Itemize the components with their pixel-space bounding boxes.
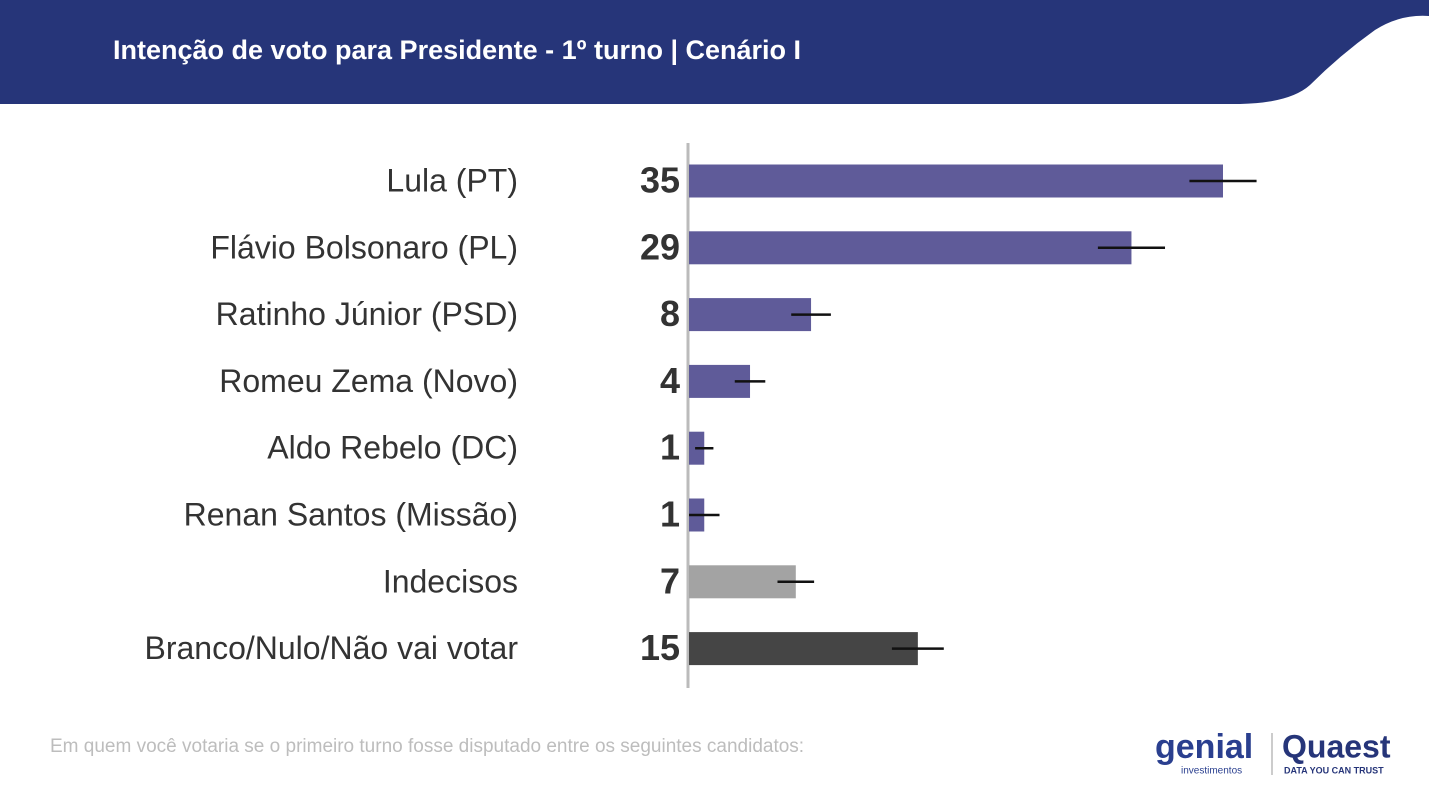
bar	[689, 164, 1223, 198]
value-label: 8	[660, 293, 680, 334]
category-label: Romeu Zema (Novo)	[219, 363, 518, 399]
logo-quaest: Quaest	[1282, 728, 1391, 764]
category-label: Branco/Nulo/Não vai votar	[144, 630, 518, 666]
bar	[689, 632, 918, 666]
footnote: Em quem você votaria se o primeiro turno…	[50, 736, 804, 757]
category-label: Aldo Rebelo (DC)	[267, 430, 518, 466]
value-label: 4	[660, 360, 680, 401]
category-label: Ratinho Júnior (PSD)	[216, 296, 518, 332]
logo-genial: genial	[1155, 728, 1253, 766]
logo-genial-sub: investimentos	[1181, 766, 1242, 777]
logo-quaest-sub: DATA YOU CAN TRUST	[1284, 765, 1384, 775]
value-label: 7	[660, 560, 680, 601]
category-label: Renan Santos (Missão)	[184, 496, 518, 532]
category-label: Lula (PT)	[386, 162, 518, 198]
value-label: 1	[660, 494, 680, 535]
value-label: 35	[640, 160, 680, 201]
value-label: 29	[640, 226, 680, 267]
category-label: Indecisos	[383, 563, 518, 599]
category-label: Flávio Bolsonaro (PL)	[210, 229, 518, 265]
bar	[689, 298, 812, 332]
bar	[689, 231, 1132, 265]
value-label: 15	[640, 627, 680, 668]
header-band	[0, 0, 1429, 104]
chart-title: Intenção de voto para Presidente - 1º tu…	[113, 35, 801, 65]
value-label: 1	[660, 427, 680, 468]
